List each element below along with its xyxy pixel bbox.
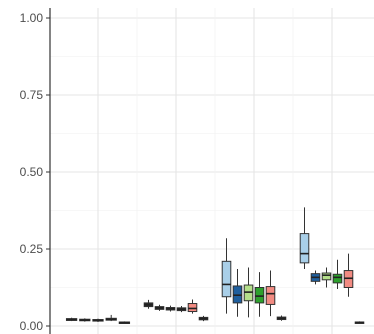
box-2-1: [143, 299, 154, 309]
box-3-5: [265, 270, 276, 317]
box-1-5: [118, 321, 131, 324]
box-2-3: [165, 305, 176, 312]
box-1-3: [92, 318, 104, 322]
y-axis: 0.00 0.25 0.50 0.75 1.00: [20, 11, 50, 333]
box-3-6: [276, 315, 287, 321]
box-body: [254, 287, 265, 304]
grid-lines: [50, 8, 374, 334]
box-4-2: [310, 270, 321, 285]
box-body: [332, 273, 343, 284]
box-2-2: [154, 304, 165, 311]
box-1-1: [65, 317, 78, 322]
box-body: [321, 272, 332, 281]
box-2-4: [176, 305, 187, 313]
box-3-3: [243, 267, 254, 318]
box-1-2: [79, 318, 91, 322]
box-4-1: [299, 207, 310, 270]
y-tick-label: 0.25: [20, 242, 44, 256]
y-tick-label: 1.00: [20, 11, 44, 25]
box-4-4: [332, 259, 343, 290]
box-3-1: [221, 238, 232, 314]
box-4-5: [343, 253, 354, 297]
panel-background: [50, 8, 374, 334]
box-body: [299, 233, 310, 264]
y-tick-label: 0.50: [20, 165, 44, 179]
box-2-6: [198, 315, 209, 322]
y-tick-label: 0.75: [20, 88, 44, 102]
box-body: [221, 260, 232, 298]
box-body: [265, 286, 276, 305]
box-4-6: [354, 321, 365, 324]
box-series: [65, 207, 365, 324]
box-2-5: [187, 299, 198, 314]
box-1-4: [105, 314, 117, 322]
box-body: [187, 303, 198, 313]
box-4-3: [321, 267, 332, 288]
y-tick-label: 0.00: [20, 319, 44, 333]
box-3-2: [232, 269, 243, 317]
box-3-4: [254, 272, 265, 317]
